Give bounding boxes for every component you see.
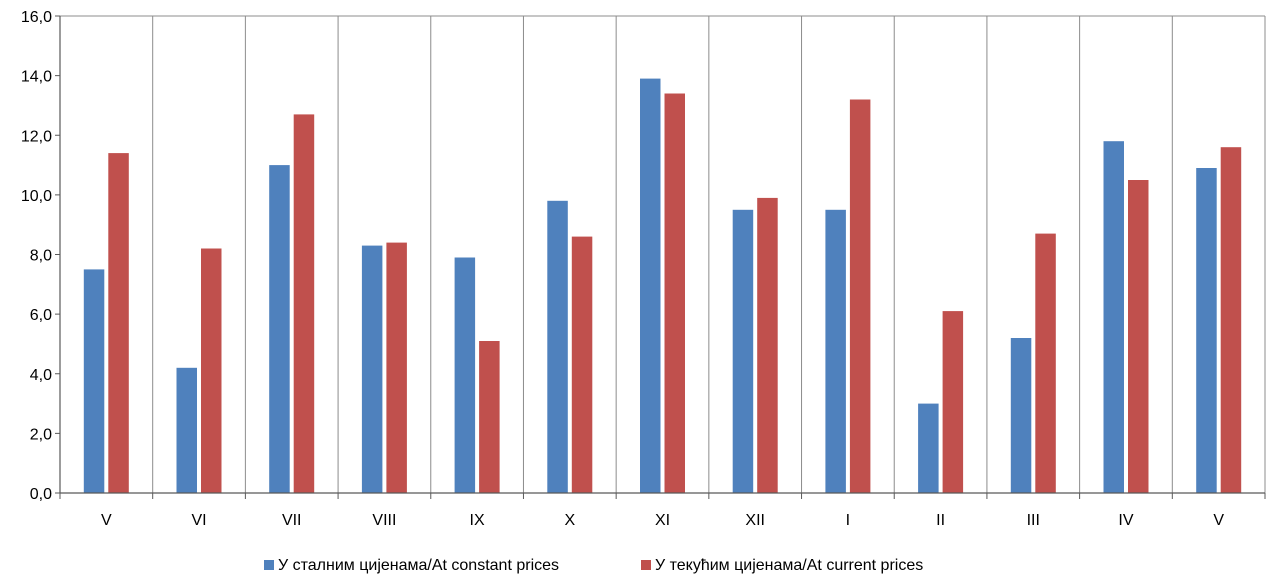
y-tick-label: 2,0	[30, 426, 52, 443]
legend-label-current: У текућим цијенама/At current prices	[655, 557, 923, 574]
bar-constant-6	[640, 79, 661, 493]
x-tick-label: X	[564, 512, 575, 529]
x-tick-label: III	[1027, 512, 1040, 529]
bar-current-4	[479, 341, 500, 493]
bar-constant-3	[362, 246, 383, 493]
y-tick-label: 8,0	[30, 248, 52, 265]
bar-constant-2	[269, 165, 290, 493]
x-tick-label: VII	[282, 512, 302, 529]
x-tick-label: V	[1213, 512, 1224, 529]
x-tick-label: IV	[1118, 512, 1133, 529]
x-tick-label: I	[846, 512, 850, 529]
x-tick-label: V	[101, 512, 112, 529]
x-axis-ticks: V VI VII VIII IX X XI XII I II III IV V	[60, 493, 1265, 529]
bar-constant-7	[733, 210, 754, 493]
x-tick-label: VIII	[372, 512, 396, 529]
y-tick-label: 0,0	[30, 486, 52, 503]
bar-constant-9	[918, 404, 939, 493]
bar-current-3	[386, 243, 407, 493]
legend-label-constant: У сталним цијенама/At constant prices	[278, 557, 559, 574]
legend-swatch-constant	[264, 560, 274, 570]
bar-current-7	[757, 198, 778, 493]
bars	[84, 79, 1241, 493]
y-tick-label: 4,0	[30, 367, 52, 384]
x-tick-label: XI	[655, 512, 670, 529]
legend: У сталним цијенама/At constant prices У т…	[264, 557, 923, 574]
bar-current-0	[108, 153, 129, 493]
bar-current-8	[850, 100, 871, 494]
legend-swatch-current	[641, 560, 651, 570]
bar-current-5	[572, 237, 593, 493]
bar-current-12	[1221, 147, 1242, 493]
x-tick-label: IX	[470, 512, 485, 529]
bar-current-2	[294, 114, 315, 493]
bar-current-9	[943, 311, 964, 493]
bar-constant-12	[1196, 168, 1217, 493]
y-tick-label: 14,0	[21, 69, 52, 86]
bar-current-11	[1128, 180, 1149, 493]
y-tick-label: 12,0	[21, 128, 52, 145]
x-tick-label: II	[936, 512, 945, 529]
bar-current-6	[665, 94, 686, 494]
bar-current-1	[201, 249, 222, 494]
y-tick-label: 6,0	[30, 307, 52, 324]
bar-constant-1	[177, 368, 198, 493]
x-tick-label: VI	[191, 512, 206, 529]
x-tick-label: XII	[745, 512, 765, 529]
y-tick-label: 10,0	[21, 188, 52, 205]
bar-constant-4	[455, 258, 476, 494]
axes	[60, 16, 1265, 493]
bar-constant-11	[1104, 141, 1125, 493]
bar-constant-8	[825, 210, 846, 493]
gridlines	[60, 16, 1265, 493]
bar-constant-10	[1011, 338, 1032, 493]
bar-constant-5	[547, 201, 568, 493]
y-tick-label: 16,0	[21, 9, 52, 26]
bar-constant-0	[84, 269, 105, 493]
bar-current-10	[1035, 234, 1056, 493]
y-axis-ticks: 0,0 2,0 4,0 6,0 8,0 10,0 12,0 14,0 16,0	[21, 9, 60, 503]
